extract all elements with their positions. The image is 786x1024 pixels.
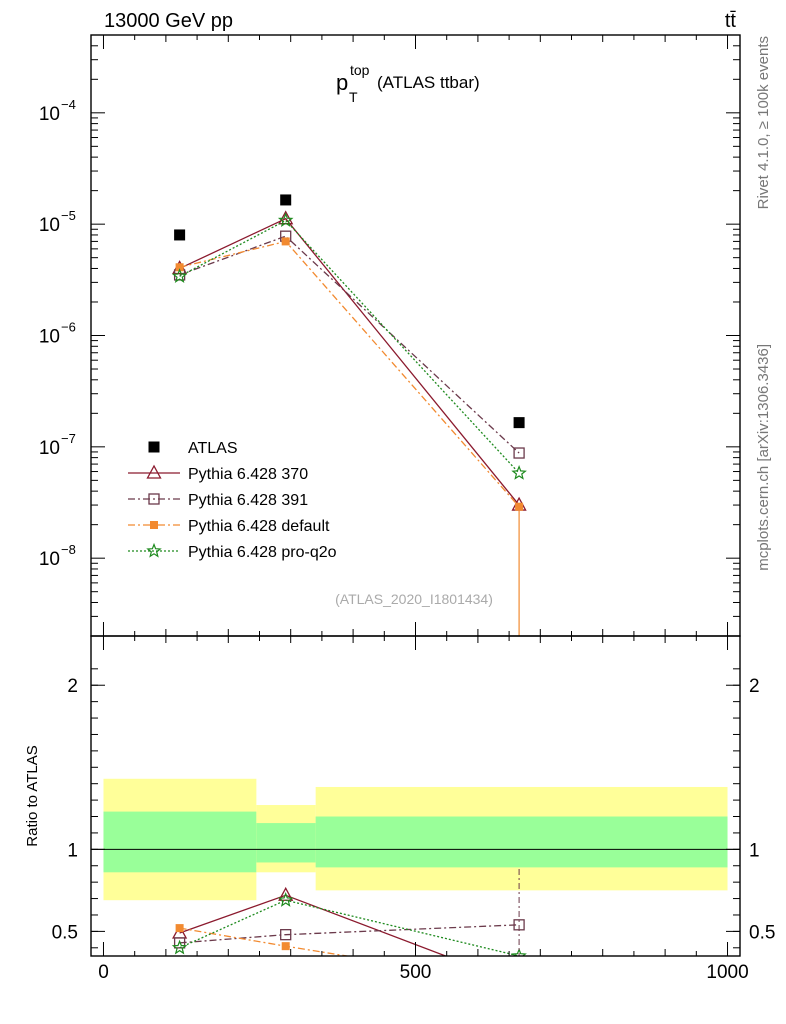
data-point-pythia-6-428-pro-q2o bbox=[511, 465, 527, 480]
legend-label-atlas: ATLAS bbox=[188, 440, 238, 457]
analysis-watermark: (ATLAS_2020_I1801434) bbox=[335, 591, 493, 607]
uncertainty-bands bbox=[103, 778, 728, 901]
title-sub: T bbox=[349, 89, 358, 105]
rivet-label: Rivet 4.1.0, ≥ 100k events bbox=[755, 36, 772, 209]
ratio-point-pythia-6-428-370 bbox=[513, 977, 526, 989]
energy-label: 13000 GeV pp bbox=[104, 10, 233, 32]
band-1sigma bbox=[103, 811, 257, 873]
plot-title: p T top (ATLAS ttbar) bbox=[336, 62, 480, 105]
data-point-atlas bbox=[174, 229, 186, 241]
ratio-line-pythia-6-428-391 bbox=[179, 924, 520, 944]
y-tick-exponent: −4 bbox=[61, 97, 76, 112]
title-suffix: (ATLAS ttbar) bbox=[377, 73, 480, 92]
data-point-pythia-6-428-pro-q2o bbox=[277, 212, 294, 228]
legend-label-pythia-6-428-370: Pythia 6.428 370 bbox=[188, 466, 308, 483]
y-tick-label: 10 bbox=[39, 215, 60, 236]
legend-marker-atlas bbox=[148, 441, 160, 453]
ratio-point-pythia-6-428-pro-q2o bbox=[171, 939, 188, 955]
ratio-point-pythia-6-428-391 bbox=[280, 929, 292, 941]
ratio-line-pythia-6-428-pro-q2o bbox=[179, 899, 520, 956]
x-tick-label: 1000 bbox=[706, 962, 748, 983]
ratio-ylabel: Ratio to ATLAS bbox=[24, 745, 41, 846]
y-tick-exponent: −6 bbox=[61, 320, 76, 335]
legend-marker-pythia-6-428-391 bbox=[148, 493, 160, 505]
legend-label-pythia-6-428-391: Pythia 6.428 391 bbox=[188, 492, 308, 509]
x-tick-label: 0 bbox=[98, 962, 109, 983]
ratio-point-pythia-6-428-default bbox=[281, 942, 290, 951]
band-1sigma bbox=[256, 823, 316, 863]
ratio-point-pythia-6-428-default bbox=[175, 924, 184, 933]
ratio-y-tick-label: 0.5 bbox=[52, 922, 78, 943]
data-point-pythia-6-428-391 bbox=[513, 447, 525, 459]
ratio-point-pythia-6-428-pro-q2o bbox=[511, 947, 527, 956]
y-tick-exponent: −8 bbox=[61, 542, 76, 557]
legend: ATLAS Pythia 6.428 370 Pythia 6.428 391 Pyt… bbox=[128, 440, 337, 561]
legend-marker-pythia-6-428-default bbox=[150, 521, 158, 529]
title-main: p bbox=[336, 70, 348, 95]
data-point-pythia-6-428-default bbox=[175, 263, 184, 272]
band-1sigma bbox=[315, 816, 728, 868]
legend-marker-pythia-6-428-370 bbox=[146, 464, 162, 479]
ratio-point-pythia-6-428-391 bbox=[173, 937, 186, 949]
legend-label-pythia-6-428-default: Pythia 6.428 default bbox=[188, 518, 330, 535]
y-tick-exponent: −5 bbox=[61, 208, 76, 223]
series-line-pythia-6-428-pro-q2o bbox=[179, 219, 520, 474]
ratio-y-tick-label: 1 bbox=[67, 840, 78, 861]
ratio-y-tick-label-right: 1 bbox=[749, 840, 760, 861]
data-point-pythia-6-428-pro-q2o bbox=[171, 268, 188, 283]
series-line-pythia-6-428-391 bbox=[179, 235, 520, 454]
ratio-point-pythia-6-428-pro-q2o bbox=[277, 892, 294, 907]
ratio-y-tick-label-right: 2 bbox=[749, 676, 760, 697]
y-tick-label: 10 bbox=[39, 327, 60, 348]
ratio-y-tick-label: 2 bbox=[67, 676, 78, 697]
title-sup: top bbox=[350, 62, 370, 78]
mcplots-label: mcplots.cern.ch [arXiv:1306.3436] bbox=[755, 344, 772, 571]
legend-label-pythia-6-428-pro-q2o: Pythia 6.428 pro-q2o bbox=[188, 544, 337, 561]
ratio-series-layer bbox=[171, 869, 527, 989]
y-tick-label: 10 bbox=[39, 438, 60, 459]
y-tick-exponent: −7 bbox=[61, 431, 76, 446]
ratio-point-pythia-6-428-default bbox=[515, 980, 523, 988]
main-series-layer bbox=[171, 194, 527, 636]
process-label: tt̄ bbox=[725, 10, 737, 32]
legend-marker-pythia-6-428-pro-q2o bbox=[146, 542, 162, 558]
y-tick-label: 10 bbox=[39, 104, 60, 125]
ratio-line-pythia-6-428-370 bbox=[179, 894, 448, 956]
ratio-y-tick-label-right: 0.5 bbox=[749, 922, 775, 943]
data-point-atlas bbox=[513, 417, 525, 429]
data-point-pythia-6-428-default bbox=[281, 237, 290, 246]
data-point-atlas bbox=[280, 194, 292, 206]
series-line-pythia-6-428-370 bbox=[179, 217, 520, 506]
y-tick-label: 10 bbox=[39, 549, 60, 570]
x-tick-label: 500 bbox=[400, 962, 432, 983]
